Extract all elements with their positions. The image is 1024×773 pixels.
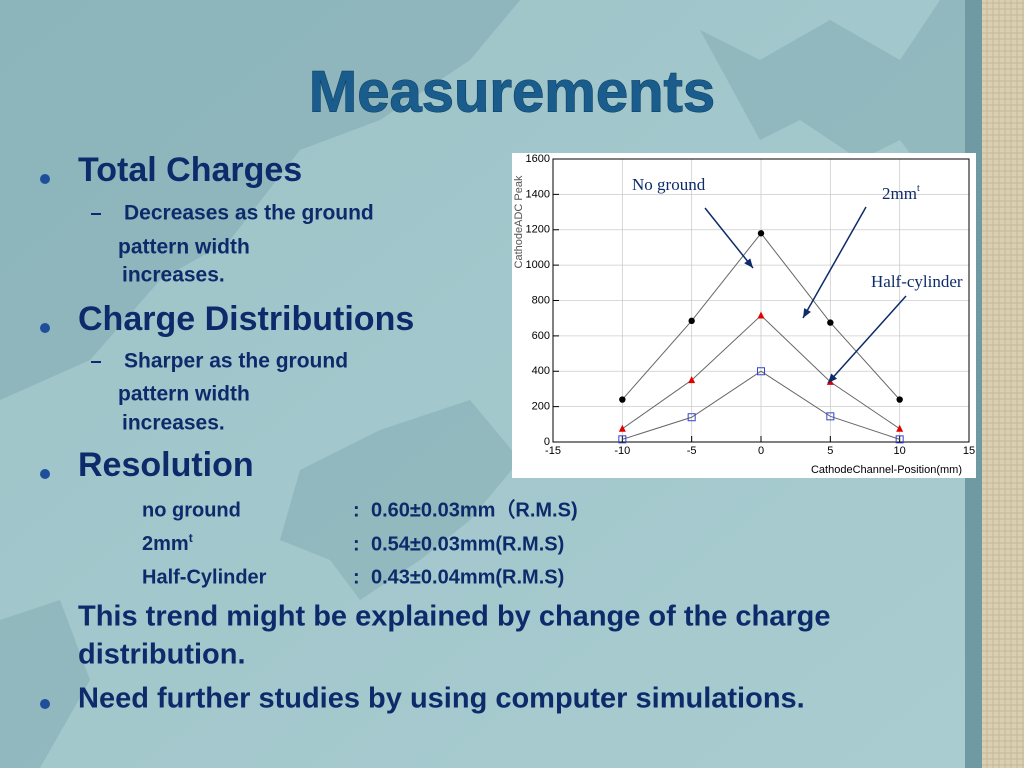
arrow-head [828, 373, 838, 383]
resolution-label-base: 2mm [142, 533, 189, 555]
y-tick-label: 400 [532, 365, 550, 377]
sub-dash [91, 361, 101, 363]
bullet-text: Need further studies by using computer s… [78, 683, 805, 715]
point [757, 311, 765, 319]
bullet-dot [40, 699, 50, 709]
resolution-label: Half-Cylinder [142, 566, 267, 588]
point [896, 396, 903, 403]
point [827, 319, 834, 326]
bullet-dot [40, 469, 50, 479]
point [687, 413, 696, 422]
y-tick-label: 800 [532, 294, 550, 306]
x-tick-label: -10 [614, 445, 630, 457]
x-tick-label: 0 [758, 445, 764, 457]
resolution-value: 0.60±0.03mm（R.M.S) [371, 498, 578, 521]
texture-strip [982, 0, 1024, 768]
bullet-text: Resolution [78, 446, 254, 484]
x-tick-label: -15 [545, 445, 561, 457]
annotation-arrow [802, 206, 867, 319]
point [826, 412, 835, 421]
series-annotation: Half-cylinder [871, 272, 963, 291]
x-axis-label: CathodeChannel-Position(mm) [811, 464, 962, 476]
y-tick-label: 1000 [526, 259, 550, 271]
paragraph-line: distribution. [78, 639, 246, 671]
sub-text: pattern width [118, 383, 250, 406]
point [619, 396, 626, 403]
point [688, 376, 696, 384]
sub-text: Sharper as the ground [124, 350, 348, 373]
y-tick-label: 1200 [526, 224, 550, 236]
map-shape [0, 600, 90, 768]
x-tick-label: -5 [687, 445, 697, 457]
sub-text: increases. [122, 264, 225, 287]
series-annotation-base: 2mm [882, 184, 917, 203]
y-tick-label: 600 [532, 330, 550, 342]
series-annotation: No ground [632, 175, 706, 194]
x-tick-label: 5 [827, 445, 833, 457]
chart-panel [512, 153, 976, 478]
sub-text: increases. [122, 412, 225, 435]
y-tick-label: 1400 [526, 188, 550, 200]
y-axis-label: CathodeADC Peak [513, 175, 525, 268]
y-tick-label: 0 [544, 436, 550, 448]
paragraph-line: This trend might be explained by change … [78, 601, 831, 633]
bullet-dot [40, 174, 50, 184]
point [895, 435, 904, 444]
series-line [622, 370, 900, 440]
resolution-sep: : [353, 499, 360, 521]
map-shape [0, 0, 520, 400]
arrow-head [803, 308, 811, 318]
annotation-arrow [704, 207, 754, 269]
map-shape [280, 400, 520, 600]
point [618, 424, 626, 432]
sub-dash [91, 213, 101, 215]
resolution-value: 0.54±0.03mm(R.M.S) [371, 533, 564, 555]
sub-text: Decreases as the ground [124, 202, 374, 225]
arrow-head [744, 258, 753, 268]
resolution-sep: : [353, 566, 360, 588]
map-shape [700, 0, 982, 180]
y-tick-label: 200 [532, 401, 550, 413]
bullet-text: Charge Distributions [78, 300, 414, 338]
x-tick-label: 10 [894, 445, 906, 457]
resolution-label: no ground [142, 499, 241, 521]
point [688, 317, 695, 325]
bullet-text: Total Charges [78, 151, 302, 189]
series-annotation: 2mmt [882, 183, 920, 203]
slide-title: Measurements [309, 59, 715, 124]
point [757, 367, 765, 376]
bullet-dot [40, 323, 50, 333]
y-tick-label: 1600 [526, 153, 550, 165]
resolution-label-sup: t [189, 531, 193, 545]
resolution-label: 2mmt [142, 531, 193, 555]
point [757, 230, 765, 237]
point [618, 435, 627, 444]
series-annotation-sup: t [917, 183, 920, 194]
sub-text: pattern width [118, 236, 250, 259]
point [896, 424, 904, 432]
annotation-arrow [827, 295, 907, 384]
resolution-sep: : [353, 533, 360, 555]
plot-frame [552, 158, 970, 443]
x-tick-label: 15 [963, 445, 975, 457]
resolution-value: 0.43±0.04mm(R.M.S) [371, 566, 564, 588]
